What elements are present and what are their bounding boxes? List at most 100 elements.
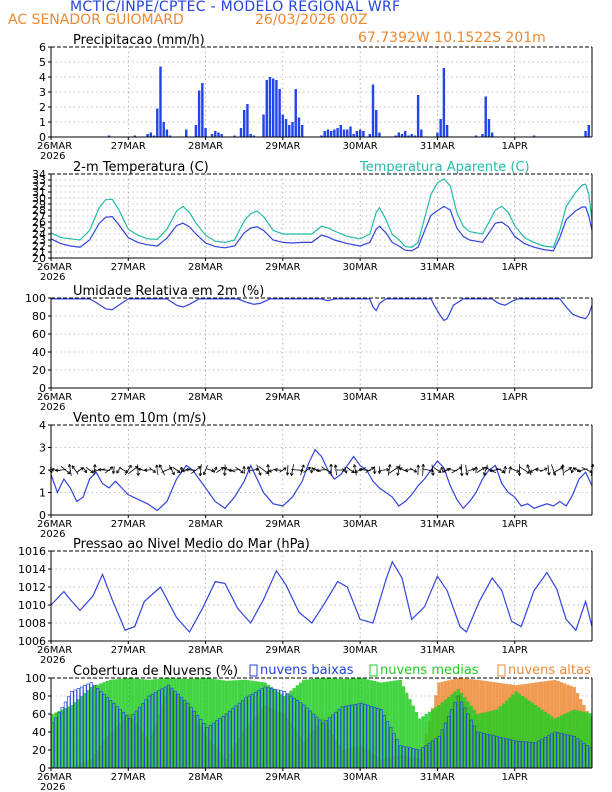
wind-vectors: [49, 463, 595, 477]
wind-arrow-head: [482, 467, 486, 471]
precip-bar: [284, 119, 288, 137]
cloud-bar-mid: [418, 718, 422, 768]
cloud-bar-mid: [363, 678, 367, 768]
x-tick-label: 29MAR: [265, 519, 300, 530]
cloud-bar-mid: [92, 685, 97, 768]
panel-title: Precipitacao (mm/h): [73, 33, 205, 48]
wind-arrow-head: [377, 470, 380, 474]
cloud-bar-mid: [331, 678, 335, 768]
legend-apparent-temp: Temperatura Aparente (C): [359, 160, 530, 175]
cloud-bar-mid: [466, 701, 470, 768]
cloud-bar-mid: [443, 699, 448, 768]
y-tick-label: 32: [32, 180, 46, 193]
wind-arrow-head: [159, 464, 163, 467]
precip-bar: [400, 134, 404, 137]
wind-arrow: [303, 467, 311, 473]
wind-arrow-head: [266, 464, 269, 468]
cloud-bar-mid: [530, 702, 535, 768]
cloud-bar-mid: [70, 705, 74, 768]
wind-arrow-head: [284, 467, 287, 471]
precip-bar: [156, 108, 159, 137]
wind-arrow-head: [330, 463, 333, 467]
cloud-bar-mid: [195, 678, 200, 768]
precip-bar: [194, 125, 198, 137]
wind-arrow: [267, 464, 270, 476]
wind-arrow-head: [274, 468, 278, 471]
wind-arrow-head: [94, 464, 97, 468]
wind-arrow: [476, 467, 485, 473]
precip-bar: [149, 132, 153, 137]
wind-arrow: [563, 467, 572, 473]
panel-title: Pressao ao Nivel Medio do Mar (hPa): [73, 537, 310, 552]
wind-arrow-head: [548, 472, 551, 476]
wind-arrow: [540, 467, 548, 473]
wind-arrow-head: [316, 470, 320, 473]
wind-arrow: [562, 464, 564, 476]
x-year-label: 2026: [40, 402, 65, 413]
cloud-bar-mid: [527, 700, 531, 768]
precip-bar: [326, 129, 330, 137]
y-tick-label: 0: [39, 509, 46, 522]
precip-bar: [185, 129, 188, 137]
wind-arrow: [104, 466, 114, 474]
cloud-bar-mid: [137, 678, 142, 768]
wind-arrow: [71, 465, 79, 475]
wind-arrow-head: [116, 471, 120, 474]
cloud-bar-mid: [569, 711, 573, 768]
wind-arrow-head: [386, 469, 390, 472]
wind-arrow: [190, 466, 201, 474]
cloud-bar-mid: [356, 678, 361, 768]
wind-arrow-head: [545, 467, 548, 471]
x-tick-label: 28MAR: [188, 141, 223, 152]
series-line-temp: [50, 205, 593, 252]
x-tick-label: 27MAR: [111, 645, 146, 656]
cloud-bar-mid: [376, 681, 380, 768]
cloud-bar-mid: [112, 679, 116, 768]
cloud-bar-mid: [118, 678, 122, 768]
wind-arrow-head: [397, 472, 400, 476]
cloud-bar-mid: [517, 693, 522, 768]
cloud-bar-mid: [89, 687, 93, 768]
cloud-bar-mid: [244, 679, 248, 768]
cloud-bar-mid: [189, 678, 193, 768]
wind-arrow: [581, 467, 593, 473]
y-tick-label: 0: [39, 382, 46, 395]
cloud-bar-mid: [86, 690, 90, 768]
wind-arrow-head: [535, 468, 539, 472]
wind-arrow-head: [223, 467, 228, 469]
x-tick-label: 30MAR: [343, 772, 378, 783]
x-tick-label: 26MAR: [37, 392, 72, 403]
wind-arrow: [397, 464, 401, 476]
precip-bar: [342, 129, 346, 137]
cloud-bar-mid: [215, 679, 219, 768]
wind-arrow-head: [483, 472, 487, 476]
wind-arrow-head: [503, 465, 506, 469]
legend-swatch: [369, 664, 378, 677]
cloud-bar-mid: [202, 678, 206, 768]
cloud-bar-mid: [224, 680, 229, 768]
x-tick-label: 1APR: [502, 772, 528, 783]
wind-arrow-head: [267, 464, 270, 468]
wind-arrow: [144, 469, 152, 471]
precip-bar: [297, 117, 301, 137]
legend-cloud-0: nuvens baixas: [249, 663, 354, 678]
x-tick-label: 29MAR: [265, 645, 300, 656]
wind-arrow-head: [346, 470, 348, 474]
y-tick-label: 100: [25, 672, 46, 685]
wind-arrow-head: [576, 468, 580, 472]
x-tick-label: 1APR: [502, 262, 528, 273]
y-tick-label: 3: [39, 442, 46, 455]
wind-arrow-head: [353, 464, 357, 468]
panel-clouds: 0 20 40 60 80 100 26MAR 27MAR 28MAR 29MAR 30MAR 31M…: [25, 664, 593, 792]
wind-arrow: [172, 467, 181, 473]
cloud-bar-mid: [305, 679, 309, 768]
wind-arrow: [185, 469, 197, 471]
cloud-bar-mid: [566, 712, 570, 768]
wind-arrow-head: [68, 470, 71, 474]
wind-arrow-head: [211, 468, 215, 472]
cloud-bar-mid: [353, 678, 357, 768]
x-tick-label: 29MAR: [265, 262, 300, 273]
wind-arrow-head: [502, 469, 505, 473]
x-tick-label: 30MAR: [343, 141, 378, 152]
wind-arrow: [290, 464, 295, 476]
